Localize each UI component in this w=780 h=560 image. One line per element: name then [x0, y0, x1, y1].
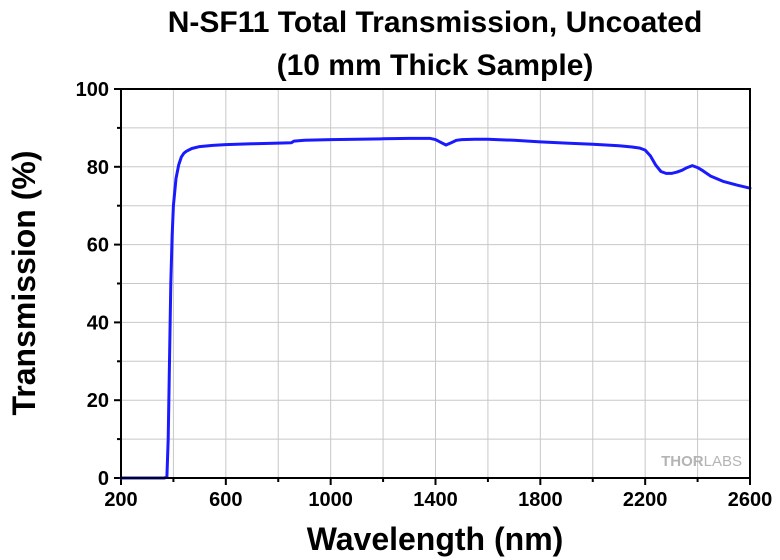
chart-title-line1: N-SF11 Total Transmission, Uncoated: [168, 6, 703, 39]
watermark-labs: LABS: [704, 453, 742, 470]
y-tick-labels: 0 20 40 60 80 100: [76, 79, 109, 490]
x-axis-label: Wavelength (nm): [307, 521, 564, 557]
x-tick-label: 1400: [413, 489, 458, 511]
plot-frame: [120, 88, 751, 479]
chart-title-line2: (10 mm Thick Sample): [277, 49, 594, 82]
watermark-thor: THOR: [661, 453, 704, 470]
x-tick-label: 600: [209, 489, 242, 511]
y-tick-label: 40: [87, 312, 109, 334]
y-tick-label: 100: [76, 79, 109, 101]
grid-lines: [121, 89, 750, 478]
x-tick-label: 2200: [623, 489, 668, 511]
x-tick-label: 1800: [518, 489, 563, 511]
x-tick-labels: 200 600 1000 1400 1800 2200 2600: [104, 489, 772, 511]
axis-ticks: [114, 88, 751, 485]
x-tick-label: 200: [104, 489, 137, 511]
x-tick-label: 2600: [728, 489, 773, 511]
y-tick-label: 60: [87, 235, 109, 257]
transmission-curve: [119, 136, 752, 480]
y-tick-label: 0: [98, 468, 109, 490]
y-tick-label: 20: [87, 390, 109, 412]
x-tick-label: 1000: [308, 489, 353, 511]
y-tick-label: 80: [87, 157, 109, 179]
y-axis-label: Transmission (%): [6, 151, 42, 416]
thorlabs-watermark: THORLABS: [661, 453, 742, 470]
